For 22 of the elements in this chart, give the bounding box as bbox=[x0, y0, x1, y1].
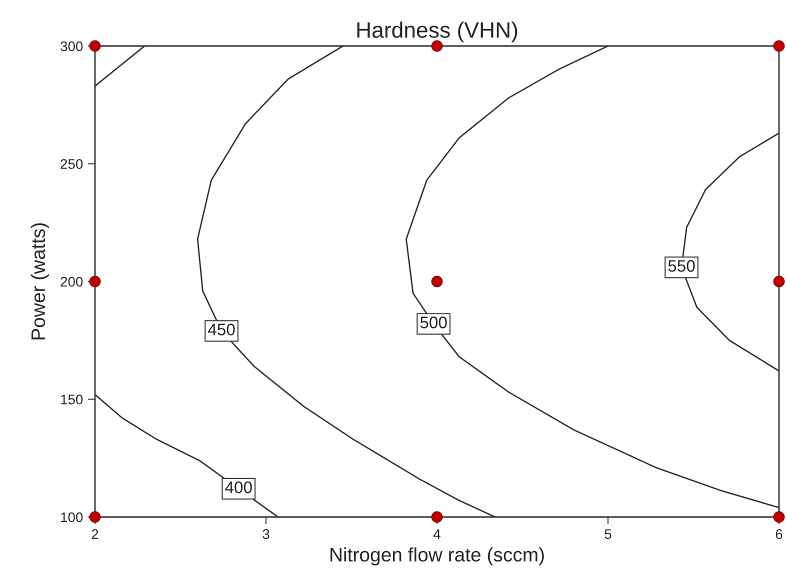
x-tick-label: 2 bbox=[92, 529, 98, 539]
point bbox=[89, 276, 101, 288]
chart-title: Hardness (VHN) bbox=[357, 22, 518, 42]
point bbox=[89, 511, 101, 523]
point bbox=[773, 40, 785, 52]
point bbox=[773, 511, 785, 523]
point bbox=[89, 40, 101, 52]
x-axis-title: Nitrogen flow rate (sccm) bbox=[330, 547, 544, 566]
point bbox=[431, 511, 443, 523]
y-tick-label: 250 bbox=[60, 159, 83, 169]
y-tick-label: 300 bbox=[60, 41, 83, 52]
point bbox=[431, 276, 443, 288]
y-axis-title: Power (watts) bbox=[30, 223, 49, 340]
x-tick-label: 6 bbox=[776, 529, 782, 540]
x-tick-label: 3 bbox=[262, 529, 270, 540]
x-tick-label: 4 bbox=[433, 529, 440, 539]
y-tick-label: 200 bbox=[60, 276, 83, 287]
y-tick-label: 150 bbox=[61, 394, 83, 404]
x-tick-label: 5 bbox=[604, 529, 612, 540]
point bbox=[431, 40, 443, 52]
y-tick-label: 100 bbox=[61, 512, 83, 522]
point bbox=[773, 276, 785, 288]
